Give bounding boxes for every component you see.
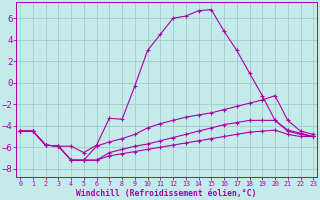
X-axis label: Windchill (Refroidissement éolien,°C): Windchill (Refroidissement éolien,°C) <box>76 189 257 198</box>
